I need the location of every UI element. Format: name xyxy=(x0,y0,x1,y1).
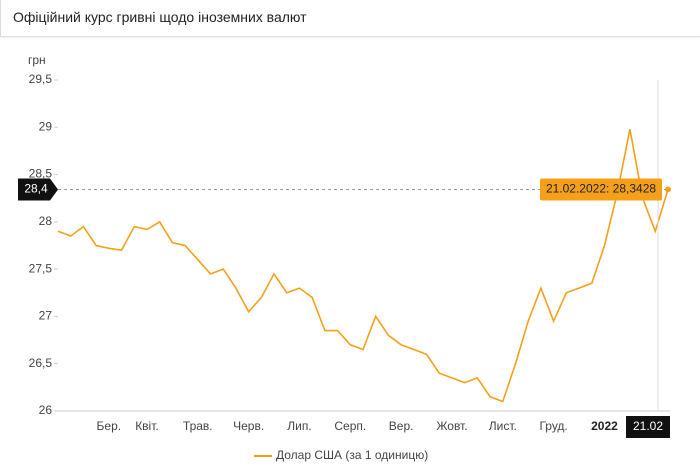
x-tick-label: Жовт. xyxy=(436,419,467,433)
header-title: Офіційний курс гривні щодо іноземних вал… xyxy=(0,0,700,37)
x-tick-label: Бер. xyxy=(97,419,122,433)
x-tick-label: Вер. xyxy=(389,419,414,433)
x-tick-label: Квіт. xyxy=(135,419,159,433)
y-tick-label: 29 xyxy=(39,119,53,133)
legend-label: Долар США (за 1 одиницю) xyxy=(276,448,428,462)
y-tick-label: 28 xyxy=(39,214,53,228)
x-tick-label: Трав. xyxy=(183,419,213,433)
y-tick-label: 27,5 xyxy=(29,261,53,275)
y-tick-label: 26 xyxy=(39,403,53,417)
crosshair-y-label: 28,4 xyxy=(24,182,48,196)
x-tick-label: Груд. xyxy=(539,419,567,433)
chart: грн 26 26,5 27 27,5 28 28,5 29 29,5 Бер. Квіт. Тра… xyxy=(18,53,671,462)
y-tick-label: 28,5 xyxy=(29,167,53,181)
crosshair-x-box xyxy=(626,416,670,438)
point-marker xyxy=(665,186,671,193)
y-tick-label: 26,5 xyxy=(29,356,53,370)
x-tick-label: Черв. xyxy=(233,419,264,433)
series-line xyxy=(57,129,669,403)
x-tick-label: 2022 xyxy=(591,419,618,433)
tooltip-box xyxy=(540,178,662,201)
y-tick-label: 27 xyxy=(39,309,53,323)
y-tick-label: 29,5 xyxy=(29,72,53,86)
crosshair-y-box xyxy=(18,178,58,201)
x-tick-label: Серп. xyxy=(334,419,366,433)
y-axis-label: грн xyxy=(28,53,46,67)
tooltip-text: 21.02.2022: 28,3428 xyxy=(546,182,656,196)
x-tick-label: Лип. xyxy=(287,419,311,433)
x-tick-label: Лист. xyxy=(489,419,517,433)
crosshair-x-label: 21.02 xyxy=(633,419,663,433)
